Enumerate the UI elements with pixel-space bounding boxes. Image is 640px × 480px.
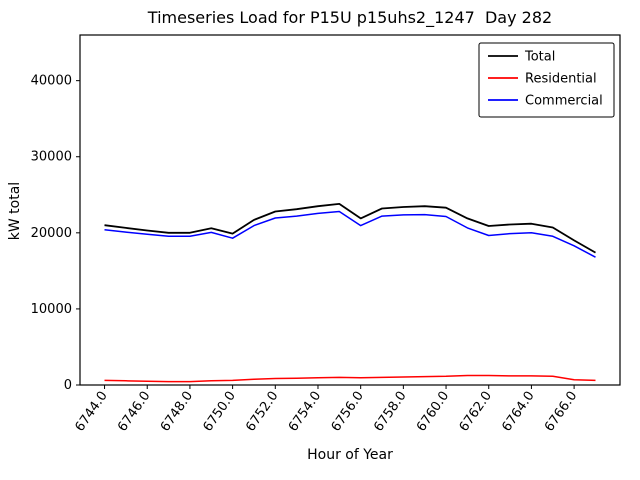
x-tick-label: 6758.0 bbox=[371, 389, 409, 435]
y-tick-label: 20000 bbox=[31, 226, 72, 241]
legend-label-total: Total bbox=[524, 50, 555, 65]
y-tick-label: 10000 bbox=[31, 302, 72, 317]
y-tick-label: 0 bbox=[64, 378, 72, 393]
x-tick-label: 6764.0 bbox=[499, 389, 537, 435]
legend-label-residential: Residential bbox=[525, 72, 597, 87]
series-line-total bbox=[104, 202, 596, 254]
x-tick-label: 6762.0 bbox=[457, 389, 495, 435]
x-tick-label: 6752.0 bbox=[243, 389, 281, 435]
y-tick-label: 30000 bbox=[31, 150, 72, 165]
x-tick-label: 6756.0 bbox=[329, 389, 367, 435]
series-line-commercial bbox=[104, 210, 596, 258]
x-tick-label: 6744.0 bbox=[72, 389, 110, 435]
x-tick-label: 6748.0 bbox=[158, 389, 196, 435]
y-tick-label: 40000 bbox=[31, 74, 72, 89]
x-tick-label: 6750.0 bbox=[201, 389, 239, 435]
legend-label-commercial: Commercial bbox=[525, 94, 603, 109]
axes-frame bbox=[79, 34, 621, 386]
chart-title: Timeseries Load for P15U p15uhs2_1247 Da… bbox=[147, 8, 553, 27]
x-axis-label: Hour of Year bbox=[307, 447, 393, 463]
x-tick-label: 6766.0 bbox=[542, 389, 580, 435]
x-tick-label: 6746.0 bbox=[115, 389, 153, 435]
series-line-residential bbox=[104, 374, 596, 383]
x-tick-label: 6760.0 bbox=[414, 389, 452, 435]
x-tick-label: 6754.0 bbox=[286, 389, 324, 435]
y-axis-label: kW total bbox=[7, 181, 23, 241]
legend-box bbox=[478, 42, 615, 118]
